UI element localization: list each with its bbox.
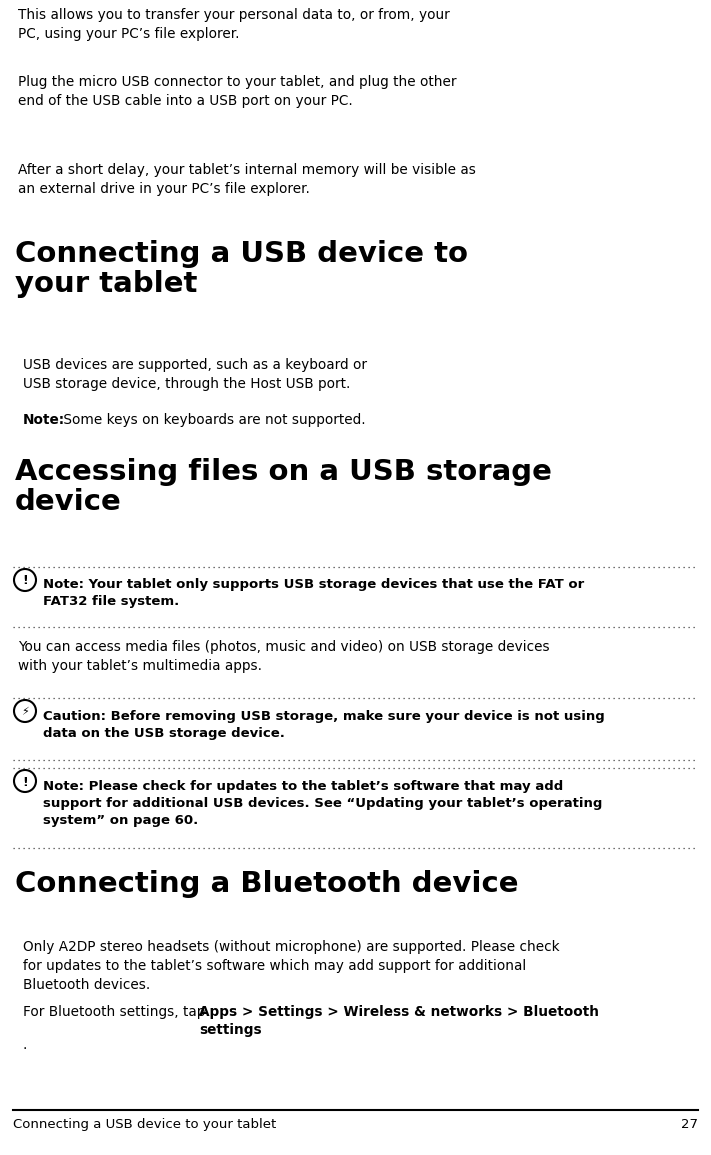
Text: ⚡: ⚡ [21, 707, 29, 717]
Text: .: . [23, 1038, 28, 1052]
Text: !: ! [22, 775, 28, 789]
Text: Connecting a Bluetooth device: Connecting a Bluetooth device [15, 870, 518, 897]
Text: Some keys on keyboards are not supported.: Some keys on keyboards are not supported… [59, 413, 365, 427]
Text: Connecting a USB device to
your tablet: Connecting a USB device to your tablet [15, 240, 468, 298]
Text: After a short delay, your tablet’s internal memory will be visible as
an externa: After a short delay, your tablet’s inter… [18, 163, 476, 196]
Text: Caution: Before removing USB storage, make sure your device is not using
data on: Caution: Before removing USB storage, ma… [43, 710, 605, 740]
Text: USB devices are supported, such as a keyboard or
USB storage device, through the: USB devices are supported, such as a key… [23, 358, 367, 390]
Text: Apps > Settings > Wireless & networks > Bluetooth
settings: Apps > Settings > Wireless & networks > … [199, 1005, 599, 1037]
Text: Note: Please check for updates to the tablet’s software that may add
support for: Note: Please check for updates to the ta… [43, 780, 602, 827]
Text: Note:: Note: [23, 413, 65, 427]
Text: For Bluetooth settings, tap: For Bluetooth settings, tap [23, 1005, 210, 1019]
Text: You can access media files (photos, music and video) on USB storage devices
with: You can access media files (photos, musi… [18, 640, 550, 673]
Text: Plug the micro USB connector to your tablet, and plug the other
end of the USB c: Plug the micro USB connector to your tab… [18, 75, 456, 107]
Text: Accessing files on a USB storage
device: Accessing files on a USB storage device [15, 459, 552, 516]
Text: This allows you to transfer your personal data to, or from, your
PC, using your : This allows you to transfer your persona… [18, 8, 450, 40]
Text: Only A2DP stereo headsets (without microphone) are supported. Please check
for u: Only A2DP stereo headsets (without micro… [23, 940, 560, 992]
Text: !: ! [22, 574, 28, 588]
Text: Connecting a USB device to your tablet: Connecting a USB device to your tablet [13, 1118, 277, 1131]
Text: 27: 27 [681, 1118, 698, 1131]
Text: Note: Your tablet only supports USB storage devices that use the FAT or
FAT32 fi: Note: Your tablet only supports USB stor… [43, 578, 584, 608]
